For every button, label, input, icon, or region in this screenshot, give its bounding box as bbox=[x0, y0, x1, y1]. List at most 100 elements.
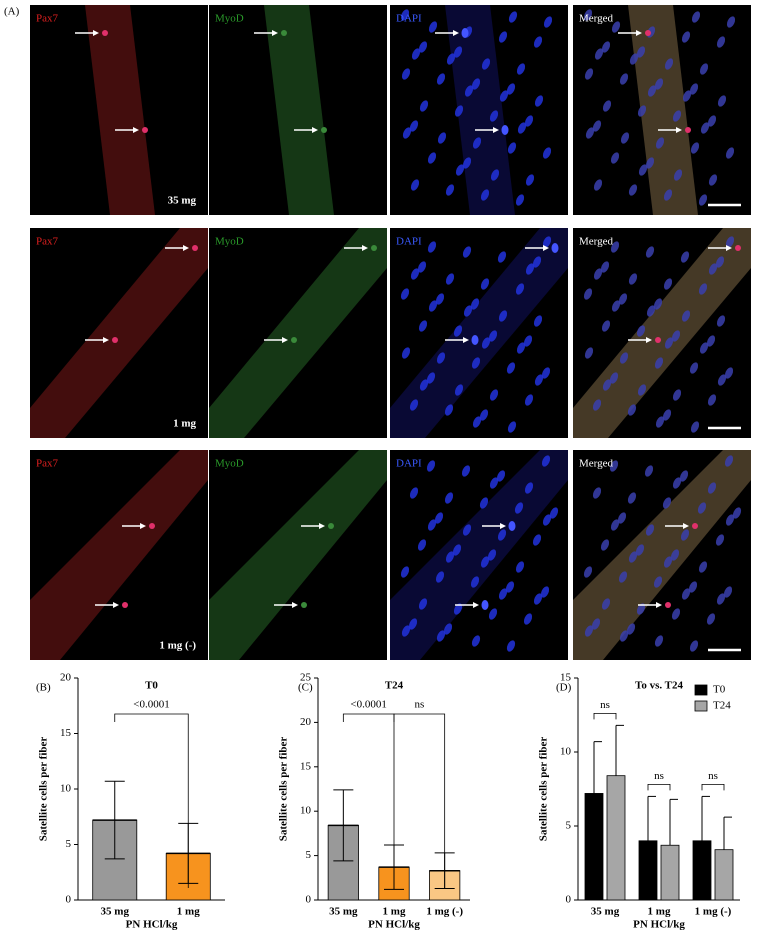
channel-label: Merged bbox=[579, 13, 614, 25]
x-axis-title: PN HCl/kg bbox=[126, 919, 178, 931]
nucleus bbox=[401, 347, 411, 359]
nucleus bbox=[488, 608, 498, 620]
nucleus bbox=[609, 460, 619, 472]
y-tick-label: 25 bbox=[300, 672, 312, 684]
nucleus bbox=[627, 492, 637, 504]
nucleus bbox=[437, 132, 447, 144]
nucleus bbox=[584, 68, 594, 80]
nucleus bbox=[593, 268, 603, 280]
nucleus bbox=[584, 625, 594, 637]
y-tick-label: 5 bbox=[566, 820, 572, 832]
nucleus bbox=[594, 48, 604, 60]
y-tick-label: 15 bbox=[60, 727, 72, 739]
satellite-cell bbox=[645, 30, 651, 36]
significance-label: <0.0001 bbox=[350, 699, 386, 711]
arrow-head bbox=[292, 602, 298, 608]
satellite-cell bbox=[665, 602, 671, 608]
nucleus bbox=[454, 384, 464, 396]
nucleus bbox=[463, 305, 473, 317]
nucleus bbox=[619, 73, 629, 85]
nucleus bbox=[610, 241, 620, 253]
y-tick-label: 0 bbox=[306, 894, 312, 906]
dose-label: 1 mg (-) bbox=[159, 640, 196, 652]
nucleus bbox=[611, 300, 621, 312]
nucleus bbox=[654, 78, 664, 90]
nucleus bbox=[583, 566, 593, 578]
nucleus bbox=[542, 147, 552, 159]
nucleus bbox=[619, 630, 629, 642]
nucleus bbox=[635, 544, 645, 556]
channel-label: MyoD bbox=[215, 236, 244, 248]
nucleus bbox=[532, 534, 542, 546]
nucleus bbox=[435, 571, 445, 583]
muscle-fiber bbox=[573, 450, 751, 660]
nucleus bbox=[533, 593, 543, 605]
muscle-fiber bbox=[628, 5, 698, 215]
satellite-cell bbox=[328, 523, 334, 529]
nucleus bbox=[498, 588, 508, 600]
x-tick-label: 35 mg bbox=[329, 906, 358, 918]
nucleus bbox=[400, 288, 410, 300]
nucleus bbox=[601, 598, 611, 610]
x-axis-title: PN HCl/kg bbox=[633, 919, 685, 931]
nucleus bbox=[541, 367, 551, 379]
nucleus bbox=[436, 630, 446, 642]
nucleus bbox=[410, 179, 420, 191]
nucleus bbox=[461, 28, 469, 38]
nucleus bbox=[498, 310, 508, 322]
nucleus bbox=[592, 399, 602, 411]
nucleus bbox=[524, 482, 534, 494]
nucleus bbox=[401, 68, 411, 80]
nucleus bbox=[418, 320, 428, 332]
nucleus bbox=[443, 623, 453, 635]
nucleus bbox=[507, 421, 517, 433]
nucleus bbox=[671, 608, 681, 620]
nucleus bbox=[453, 46, 463, 58]
nucleus bbox=[646, 305, 656, 317]
bar bbox=[714, 849, 734, 901]
nucleus bbox=[707, 115, 717, 127]
channel-label: Pax7 bbox=[36, 13, 59, 25]
nucleus bbox=[679, 470, 689, 482]
nucleus bbox=[549, 507, 559, 519]
arrow-head bbox=[282, 337, 288, 343]
nucleus bbox=[698, 194, 708, 206]
nucleus bbox=[426, 372, 436, 384]
y-tick-label: 15 bbox=[300, 760, 312, 772]
arrow-head bbox=[463, 337, 469, 343]
nucleus bbox=[501, 125, 509, 135]
nucleus bbox=[653, 576, 663, 588]
nucleus bbox=[672, 477, 682, 489]
channel-label: Merged bbox=[579, 236, 614, 248]
nucleus bbox=[592, 120, 602, 132]
nucleus bbox=[690, 142, 700, 154]
dose-label: 35 mg bbox=[168, 195, 197, 207]
nucleus bbox=[400, 566, 410, 578]
nucleus bbox=[698, 283, 708, 295]
nucleus bbox=[428, 21, 438, 33]
nucleus bbox=[411, 48, 421, 60]
y-tick-label: 10 bbox=[300, 805, 312, 817]
satellite-cell bbox=[281, 30, 287, 36]
nucleus bbox=[723, 586, 733, 598]
nucleus bbox=[655, 137, 665, 149]
significance-bracket bbox=[593, 712, 617, 720]
arrow-head bbox=[103, 337, 109, 343]
muscle-fiber bbox=[85, 5, 155, 215]
nucleus bbox=[455, 164, 465, 176]
nucleus bbox=[601, 41, 611, 53]
arrow-head bbox=[312, 127, 318, 133]
nucleus bbox=[637, 384, 647, 396]
nucleus bbox=[619, 352, 629, 364]
nucleus bbox=[663, 278, 673, 290]
nucleus bbox=[533, 36, 543, 48]
nucleus bbox=[618, 571, 628, 583]
nucleus bbox=[481, 600, 489, 610]
muscle-fiber bbox=[30, 228, 208, 438]
nucleus bbox=[662, 497, 672, 509]
arrow-head bbox=[500, 523, 506, 529]
nucleus bbox=[725, 147, 735, 159]
nucleus bbox=[402, 127, 412, 139]
nucleus bbox=[488, 330, 498, 342]
nucleus bbox=[506, 640, 516, 652]
